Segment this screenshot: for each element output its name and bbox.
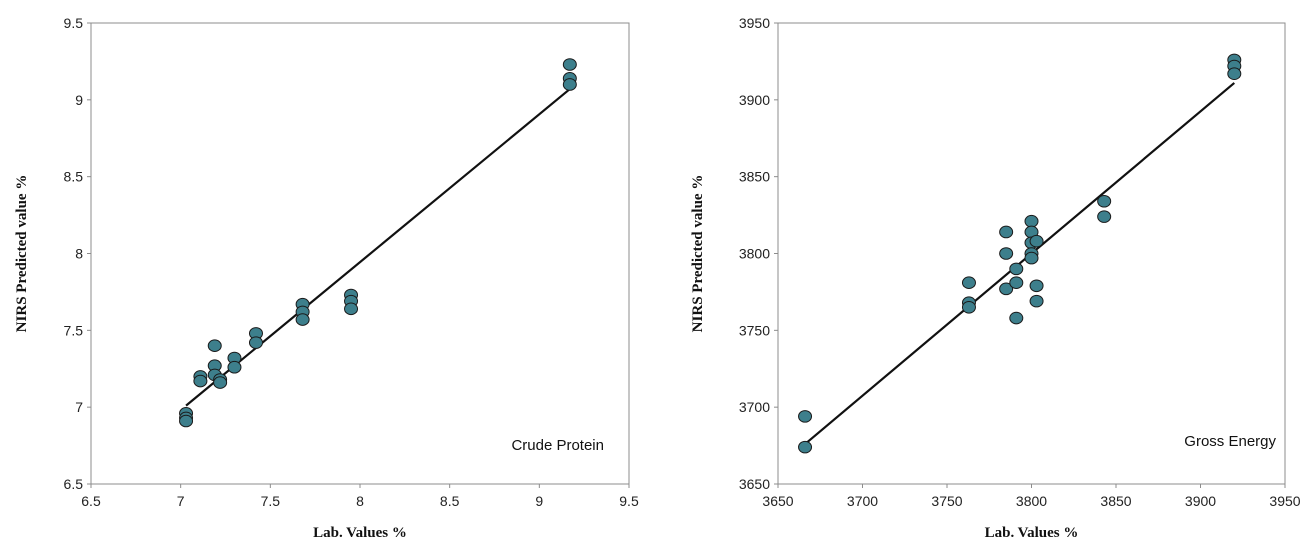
- data-point: [999, 225, 1014, 239]
- y-tick-label: 3700: [739, 399, 770, 415]
- x-tick-label: 3650: [762, 493, 793, 509]
- x-tick-label: 7.5: [261, 493, 281, 509]
- data-point: [1009, 262, 1024, 276]
- plot-frame: [90, 22, 630, 485]
- data-point: [1029, 279, 1044, 293]
- y-tick-label: 7: [75, 399, 83, 415]
- data-point: [1097, 210, 1112, 223]
- chart-gross-energy: 3650 3700 3750 3800 3850 3900 3950 3650 3700 3750…: [676, 0, 1316, 542]
- data-point: [1009, 276, 1024, 289]
- data-point: [798, 410, 813, 423]
- x-tick-label: 3900: [1185, 493, 1216, 509]
- y-tick-label: 3850: [739, 169, 770, 185]
- data-point: [961, 276, 976, 289]
- chart-annotation: Gross Energy: [1184, 433, 1276, 450]
- x-tick-label: 6.5: [81, 493, 101, 509]
- data-point: [1009, 311, 1024, 325]
- y-tick-label: 3900: [739, 92, 770, 108]
- data-point: [1024, 214, 1039, 228]
- y-tick-label: 8.5: [64, 169, 84, 185]
- data-point: [1024, 251, 1039, 265]
- data-point: [227, 360, 242, 374]
- data-point: [1097, 194, 1112, 208]
- data-point: [193, 374, 208, 388]
- y-axis-title: NIRS Predicted value %: [14, 175, 30, 333]
- chart-crude-protein: 6.5 7 7.5 8 8.5 9 9.5 6.5 7 7.5 8 8.5 9 9.5 Crude Prot…: [0, 0, 650, 542]
- data-point: [1029, 294, 1044, 308]
- data-point: [999, 282, 1014, 296]
- y-tick-label: 3800: [739, 246, 770, 262]
- x-tick-label: 3950: [1269, 493, 1300, 509]
- x-axis-title: Lab. Values %: [985, 525, 1079, 541]
- y-tick-label: 9.5: [64, 15, 84, 31]
- y-tick-label: 6.5: [64, 476, 84, 492]
- chart-annotation: Crude Protein: [511, 437, 604, 454]
- x-tick-label: 8.5: [440, 493, 460, 509]
- x-tick-label: 7: [177, 493, 185, 509]
- x-tick-label: 3750: [931, 493, 962, 509]
- y-tick-label: 3750: [739, 322, 770, 338]
- data-point: [562, 78, 577, 91]
- chart-gross-energy-svg: 3650 3700 3750 3800 3850 3900 3950 3650 3700 3750…: [690, 15, 1301, 541]
- chart-crude-protein-svg: 6.5 7 7.5 8 8.5 9 9.5 6.5 7 7.5 8 8.5 9 9.5 Crude Prot…: [14, 15, 639, 541]
- data-point: [207, 339, 222, 353]
- y-tick-label: 3950: [739, 15, 770, 31]
- y-tick-label: 3650: [739, 476, 770, 492]
- x-tick-label: 9.5: [619, 493, 639, 509]
- x-tick-label: 3850: [1100, 493, 1131, 509]
- data-point: [248, 336, 263, 349]
- y-axis-title: NIRS Predicted value %: [690, 175, 706, 333]
- y-tick-label: 7.5: [64, 322, 84, 338]
- regression-line: [185, 88, 571, 407]
- x-tick-label: 3700: [847, 493, 878, 509]
- data-point: [295, 313, 310, 326]
- x-axis-title: Lab. Values %: [313, 525, 407, 541]
- data-point: [562, 58, 577, 71]
- data-point: [999, 247, 1014, 260]
- data-point: [798, 440, 813, 454]
- y-tick-label: 8: [75, 246, 83, 262]
- data-point: [213, 376, 228, 389]
- data-point: [961, 300, 976, 314]
- data-point: [179, 414, 194, 428]
- data-point: [1029, 234, 1044, 248]
- x-tick-label: 8: [356, 493, 364, 509]
- data-point: [1227, 67, 1242, 81]
- data-point: [344, 302, 359, 316]
- x-tick-label: 3800: [1016, 493, 1047, 509]
- y-tick-label: 9: [75, 92, 83, 108]
- x-tick-label: 9: [535, 493, 543, 509]
